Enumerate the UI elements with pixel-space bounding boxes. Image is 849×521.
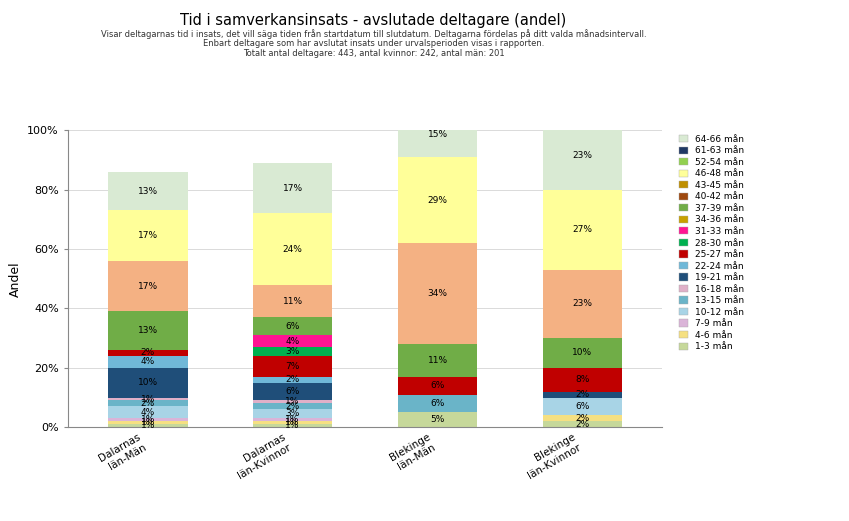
- Bar: [543, 421, 622, 427]
- Text: 1%: 1%: [140, 418, 155, 427]
- Bar: [253, 347, 333, 356]
- Bar: [108, 418, 188, 421]
- Bar: [108, 368, 188, 398]
- Text: 2%: 2%: [141, 399, 155, 408]
- Bar: [108, 350, 188, 356]
- Bar: [397, 243, 477, 344]
- Text: 1%: 1%: [285, 418, 300, 427]
- Text: 13%: 13%: [138, 187, 158, 195]
- Text: 29%: 29%: [428, 195, 447, 205]
- Text: 6%: 6%: [576, 402, 590, 411]
- Bar: [253, 421, 333, 424]
- Bar: [253, 382, 333, 401]
- Text: 6%: 6%: [430, 381, 445, 390]
- Text: 1%: 1%: [285, 398, 300, 406]
- Text: Enbart deltagare som har avslutat insats under urvalsperioden visas i rapporten.: Enbart deltagare som har avslutat insats…: [203, 39, 544, 48]
- Text: 6%: 6%: [285, 322, 300, 331]
- Bar: [397, 113, 477, 157]
- Bar: [543, 392, 622, 398]
- Bar: [543, 368, 622, 392]
- Text: 3%: 3%: [285, 347, 300, 356]
- Text: 8%: 8%: [576, 375, 590, 384]
- Bar: [397, 394, 477, 413]
- Bar: [108, 406, 188, 418]
- Bar: [108, 421, 188, 424]
- Bar: [253, 284, 333, 317]
- Bar: [108, 398, 188, 401]
- Text: 3%: 3%: [285, 410, 300, 418]
- Bar: [108, 210, 188, 261]
- Text: 4%: 4%: [141, 408, 155, 417]
- Bar: [543, 121, 622, 190]
- Text: 27%: 27%: [572, 225, 593, 234]
- Text: 17%: 17%: [283, 184, 302, 193]
- Bar: [397, 377, 477, 394]
- Text: 2%: 2%: [576, 390, 589, 399]
- Bar: [543, 415, 622, 421]
- Bar: [108, 172, 188, 210]
- Bar: [108, 424, 188, 427]
- Text: 1%: 1%: [140, 415, 155, 424]
- Text: Visar deltagarnas tid i insats, det vill säga tiden från startdatum till slutdat: Visar deltagarnas tid i insats, det vill…: [101, 29, 646, 39]
- Text: 10%: 10%: [572, 349, 593, 357]
- Text: 1%: 1%: [285, 415, 300, 424]
- Text: 2%: 2%: [285, 375, 300, 384]
- Text: Tid i samverkansinsats - avslutade deltagare (andel): Tid i samverkansinsats - avslutade delta…: [181, 13, 566, 28]
- Text: 17%: 17%: [138, 282, 158, 291]
- Legend: 64-66 mån, 61-63 mån, 52-54 mån, 46-48 mån, 43-45 mån, 40-42 mån, 37-39 mån, 34-: 64-66 mån, 61-63 mån, 52-54 mån, 46-48 m…: [678, 135, 744, 351]
- Bar: [253, 418, 333, 421]
- Text: 17%: 17%: [138, 231, 158, 240]
- Text: 2%: 2%: [285, 402, 300, 411]
- Text: 5%: 5%: [430, 415, 445, 424]
- Bar: [253, 377, 333, 382]
- Bar: [253, 317, 333, 335]
- Bar: [253, 403, 333, 410]
- Bar: [397, 344, 477, 377]
- Text: 1%: 1%: [140, 421, 155, 430]
- Text: 13%: 13%: [138, 326, 158, 335]
- Text: 10%: 10%: [138, 378, 158, 387]
- Bar: [108, 356, 188, 368]
- Bar: [253, 401, 333, 403]
- Bar: [397, 157, 477, 243]
- Bar: [543, 270, 622, 338]
- Bar: [253, 214, 333, 284]
- Text: 23%: 23%: [572, 151, 593, 160]
- Text: 6%: 6%: [285, 387, 300, 396]
- Text: 6%: 6%: [430, 399, 445, 408]
- Text: 11%: 11%: [428, 356, 447, 365]
- Text: 2%: 2%: [576, 414, 589, 423]
- Text: 7%: 7%: [285, 362, 300, 371]
- Text: 34%: 34%: [428, 289, 447, 298]
- Text: 2%: 2%: [141, 349, 155, 357]
- Bar: [397, 413, 477, 427]
- Bar: [253, 424, 333, 427]
- Text: 24%: 24%: [283, 244, 302, 254]
- Text: 4%: 4%: [285, 337, 300, 345]
- Bar: [253, 410, 333, 418]
- Text: Totalt antal deltagare: 443, antal kvinnor: 242, antal män: 201: Totalt antal deltagare: 443, antal kvinn…: [243, 49, 504, 58]
- Text: 23%: 23%: [572, 300, 593, 308]
- Bar: [108, 261, 188, 312]
- Text: 1%: 1%: [140, 394, 155, 403]
- Text: 4%: 4%: [141, 357, 155, 366]
- Text: 15%: 15%: [428, 130, 447, 139]
- Bar: [253, 163, 333, 214]
- Text: 11%: 11%: [283, 296, 302, 305]
- Bar: [543, 398, 622, 415]
- Y-axis label: Andel: Andel: [8, 261, 22, 296]
- Bar: [253, 335, 333, 347]
- Bar: [253, 356, 333, 377]
- Bar: [108, 312, 188, 350]
- Bar: [543, 338, 622, 368]
- Bar: [543, 190, 622, 270]
- Text: 2%: 2%: [576, 420, 589, 429]
- Bar: [108, 401, 188, 406]
- Text: 1%: 1%: [285, 421, 300, 430]
